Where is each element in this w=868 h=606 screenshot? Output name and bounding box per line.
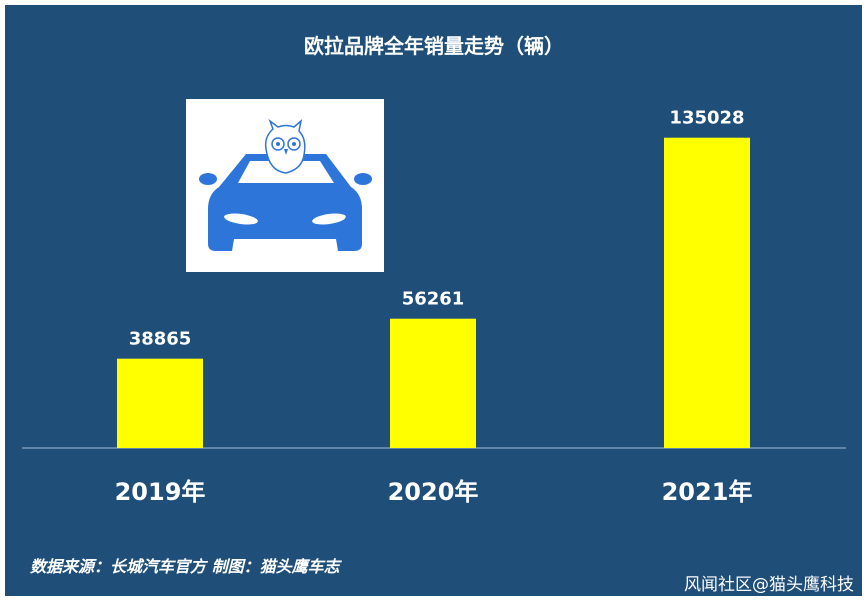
data-label: 56261 <box>402 289 465 310</box>
chart-title: 欧拉品牌全年销量走势（辆） <box>304 34 564 58</box>
data-label: 135028 <box>669 108 744 129</box>
x-tick-label: 2021年 <box>662 478 753 506</box>
data-source-note: 数据来源：长城汽车官方 制图：猫头鹰车志 <box>30 557 340 576</box>
x-tick-label: 2019年 <box>115 478 206 506</box>
bar-2019年 <box>117 358 203 448</box>
x-tick-label: 2020年 <box>388 478 479 506</box>
owl-car-logo-icon <box>186 99 384 272</box>
bar-2021年 <box>664 137 750 448</box>
watermark: 风闻社区@猫头鹰科技 <box>684 575 854 595</box>
data-label: 38865 <box>129 329 192 350</box>
bar-2020年 <box>390 318 476 448</box>
